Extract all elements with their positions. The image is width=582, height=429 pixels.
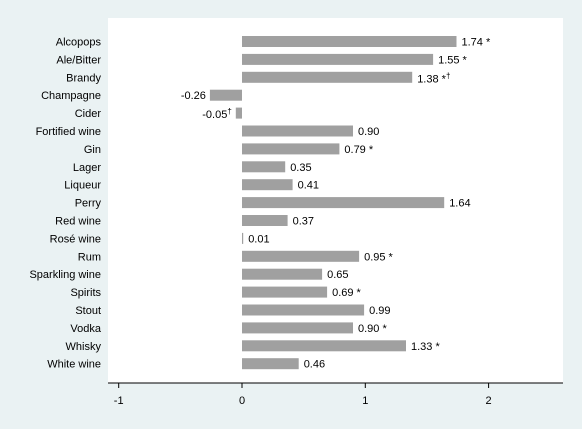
value-label: 0.99 bbox=[369, 305, 390, 317]
category-label: Red wine bbox=[55, 216, 101, 228]
category-label: Liqueur bbox=[64, 180, 101, 192]
value-label-text: 0.46 bbox=[304, 359, 325, 371]
bar bbox=[242, 232, 244, 244]
bar bbox=[242, 53, 434, 65]
value-labels: 1.74 *1.55 *1.38 *†-0.26-0.05†0.900.79 *… bbox=[181, 37, 491, 371]
category-label: Alcopops bbox=[56, 37, 102, 49]
value-label-superscript: † bbox=[227, 107, 231, 116]
value-label-text: 0.90 bbox=[358, 126, 379, 138]
value-label: 1.38 *† bbox=[417, 71, 450, 85]
x-tick-label: 1 bbox=[362, 395, 368, 407]
value-label-text: 0.37 bbox=[293, 216, 314, 228]
bar bbox=[242, 286, 328, 298]
x-axis: -1 0 1 2 bbox=[114, 383, 492, 407]
value-label-text: 1.33 * bbox=[411, 341, 440, 353]
value-label-text: 0.95 * bbox=[364, 251, 393, 263]
category-labels: Alcopops Ale/Bitter Brandy Champagne Cider Fo… bbox=[29, 37, 101, 371]
value-label: 1.74 * bbox=[462, 37, 491, 49]
category-label: Spirits bbox=[70, 287, 101, 299]
category-label: Stout bbox=[75, 305, 101, 317]
value-label: 0.90 * bbox=[358, 323, 387, 335]
category-label: Cider bbox=[75, 108, 102, 120]
value-label: 0.37 bbox=[293, 216, 314, 228]
value-label-text: -0.26 bbox=[181, 90, 206, 102]
value-label: 0.01 bbox=[248, 233, 269, 245]
value-label-text: 0.69 * bbox=[332, 287, 361, 299]
value-label-text: 1.38 * bbox=[417, 73, 446, 85]
value-label-text: 0.41 bbox=[298, 180, 319, 192]
x-tick-label: -1 bbox=[114, 395, 124, 407]
bar bbox=[242, 125, 353, 137]
value-label-text: 0.79 * bbox=[344, 144, 373, 156]
x-tick-label: 2 bbox=[486, 395, 492, 407]
category-label: Lager bbox=[73, 162, 101, 174]
bar bbox=[242, 268, 323, 280]
value-label: 0.79 * bbox=[344, 144, 373, 156]
value-label-text: 0.35 bbox=[290, 162, 311, 174]
value-label-text: 0.99 bbox=[369, 305, 390, 317]
category-label: Fortified wine bbox=[36, 126, 101, 138]
bar bbox=[242, 71, 413, 83]
value-label: 0.65 bbox=[327, 269, 348, 281]
category-label: Brandy bbox=[66, 72, 101, 84]
value-label: 0.95 * bbox=[364, 251, 393, 263]
bar bbox=[242, 36, 457, 47]
value-label: -0.05† bbox=[202, 107, 232, 121]
value-label-text: 1.64 bbox=[449, 198, 470, 210]
category-label: White wine bbox=[47, 359, 101, 371]
bar bbox=[242, 358, 299, 370]
bar bbox=[242, 322, 353, 334]
value-label: 0.41 bbox=[298, 180, 319, 192]
category-label: Rum bbox=[78, 251, 101, 263]
category-label: Sparkling wine bbox=[29, 269, 101, 281]
value-label-text: 0.01 bbox=[248, 233, 269, 245]
bar bbox=[242, 340, 406, 352]
value-label: 0.46 bbox=[304, 359, 325, 371]
bar bbox=[242, 179, 293, 191]
value-label-text: 0.90 * bbox=[358, 323, 387, 335]
value-label: 0.35 bbox=[290, 162, 311, 174]
value-label: 0.69 * bbox=[332, 287, 361, 299]
bar bbox=[235, 107, 242, 119]
value-label-text: 0.65 bbox=[327, 269, 348, 281]
value-label: 0.90 bbox=[358, 126, 379, 138]
bar bbox=[242, 143, 340, 155]
value-label-text: -0.05 bbox=[202, 109, 227, 121]
bar bbox=[242, 304, 365, 316]
category-label: Vodka bbox=[70, 323, 101, 335]
value-label-text: 1.55 * bbox=[438, 54, 467, 66]
x-tick-label: 0 bbox=[239, 395, 245, 407]
category-label: Ale/Bitter bbox=[56, 54, 101, 66]
bar bbox=[242, 250, 360, 262]
category-label: Rosé wine bbox=[50, 233, 101, 245]
value-label-text: 1.74 * bbox=[462, 37, 491, 49]
value-label: 1.55 * bbox=[438, 54, 467, 66]
value-label-superscript: † bbox=[446, 71, 450, 80]
value-label: -0.26 bbox=[181, 90, 206, 102]
category-label: Whisky bbox=[66, 341, 102, 353]
bar bbox=[242, 161, 286, 173]
bar bbox=[242, 197, 445, 209]
category-label: Perry bbox=[75, 198, 102, 210]
bars-group bbox=[209, 36, 457, 370]
category-label: Gin bbox=[84, 144, 101, 156]
bar bbox=[209, 89, 242, 101]
bar bbox=[242, 215, 288, 226]
value-label: 1.64 bbox=[449, 198, 470, 210]
value-label: 1.33 * bbox=[411, 341, 440, 353]
category-label: Champagne bbox=[41, 90, 101, 102]
